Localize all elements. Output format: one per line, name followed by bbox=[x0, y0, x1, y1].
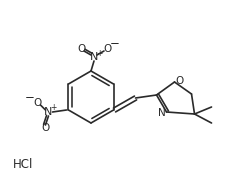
Text: N: N bbox=[158, 108, 165, 118]
Text: O: O bbox=[33, 98, 42, 108]
Text: −: − bbox=[25, 91, 35, 105]
Text: O: O bbox=[175, 76, 184, 86]
Text: O: O bbox=[41, 123, 50, 133]
Text: −: − bbox=[110, 38, 120, 50]
Text: +: + bbox=[50, 102, 57, 112]
Text: O: O bbox=[103, 44, 111, 54]
Text: N: N bbox=[90, 52, 98, 62]
Text: O: O bbox=[77, 44, 85, 54]
Text: N: N bbox=[44, 107, 53, 117]
Text: HCl: HCl bbox=[13, 158, 33, 171]
Text: +: + bbox=[96, 49, 102, 59]
